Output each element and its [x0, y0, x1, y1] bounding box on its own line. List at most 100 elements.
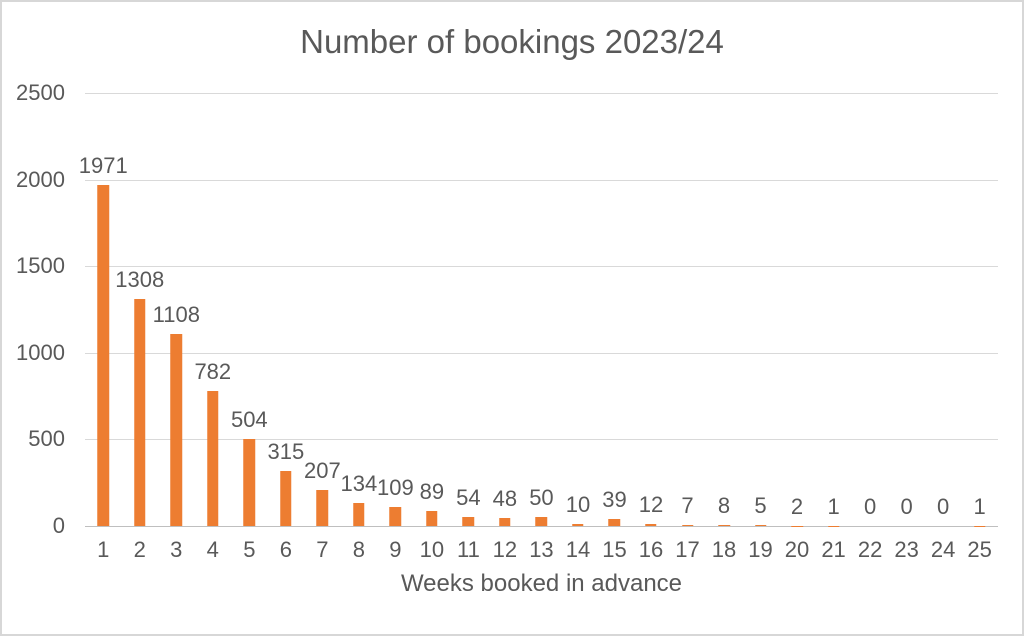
x-tick-label: 25: [967, 537, 992, 562]
bar-column: 5 19: [742, 93, 779, 561]
bar-column: 315 6: [267, 93, 305, 561]
bar: [718, 524, 730, 526]
bar-value-label: 1108: [152, 302, 200, 328]
x-tick-label: 6: [279, 537, 292, 562]
bar: [134, 299, 146, 526]
bar-value-label: 0: [936, 494, 950, 519]
bar-value-label: 1: [827, 493, 840, 519]
gridline: [85, 179, 998, 181]
bar-column: 0 22: [852, 93, 889, 561]
plot-area: 0 500 1000 1500 2000 2500 1971 1 1308 2 1108 3 782 4…: [16, 82, 998, 561]
bar-value-label: 50: [529, 485, 554, 511]
bar-column: 54 11: [450, 93, 487, 560]
gridline: [85, 266, 998, 268]
bar-value-label: 10: [565, 492, 591, 518]
x-tick-label: 21: [821, 537, 846, 562]
x-tick-label: 4: [206, 537, 219, 562]
bar: [608, 519, 621, 526]
bar-value-label: 207: [303, 458, 341, 484]
bar: [681, 524, 694, 526]
bar-column: 1971 1: [79, 93, 128, 560]
bar-column: 12 16: [633, 93, 670, 560]
x-tick-label: 1: [97, 537, 110, 562]
x-tick-label: 2: [133, 537, 146, 562]
bar-value-label: 504: [230, 406, 268, 432]
bar: [243, 438, 256, 526]
x-tick-label: 13: [529, 537, 554, 562]
y-tick-label: 2000: [16, 166, 65, 192]
bar-value-label: 5: [754, 493, 767, 519]
bar: [645, 523, 657, 526]
bar-column: 1 21: [815, 93, 852, 560]
bar-column: 782 4: [194, 93, 231, 560]
bar: [97, 184, 109, 526]
x-tick-label: 8: [352, 537, 365, 562]
gridline: [85, 352, 998, 354]
bar-value-label: 12: [638, 491, 664, 517]
bar-value-label: 2: [790, 493, 804, 519]
x-tick-label: 23: [894, 537, 919, 562]
x-tick-label: 16: [638, 537, 664, 562]
bar: [572, 524, 584, 526]
bar: [280, 471, 292, 526]
x-tick-label: 19: [748, 537, 773, 562]
x-tick-label: 24: [930, 537, 956, 562]
bar: [170, 334, 183, 526]
bar-column: 2 20: [779, 93, 816, 560]
x-axis-line: [85, 526, 998, 527]
x-tick-label: 12: [492, 537, 518, 562]
bar-value-label: 0: [863, 494, 877, 519]
bar-column: 7 17: [669, 93, 706, 560]
bar-value-label: 89: [419, 478, 445, 504]
x-tick-label: 14: [565, 537, 591, 562]
bar: [462, 516, 475, 526]
bar-value-label: 8: [717, 492, 731, 518]
bar-column: 10 14: [560, 93, 597, 561]
y-tick-label: 0: [52, 513, 65, 538]
bar: [499, 517, 511, 526]
bar-column: 39 15: [596, 93, 633, 561]
bar-column: 1308 2: [115, 93, 164, 561]
bar-value-label: 109: [377, 475, 414, 501]
bar-column: 0 24: [925, 93, 962, 561]
bar: [316, 490, 329, 526]
bar-value-label: 1: [973, 493, 986, 519]
x-tick-label: 9: [389, 537, 402, 562]
gridline: [85, 93, 998, 94]
bar-value-label: 7: [681, 492, 694, 518]
x-tick-label: 20: [784, 537, 810, 562]
bars-layer: 1971 1 1308 2 1108 3 782 4 504 5 315 6 207 7 134 8 109 9 8…: [79, 93, 998, 561]
y-tick-label: 1500: [16, 253, 65, 279]
bar-column: 1108 3: [153, 93, 200, 561]
y-tick-label: 2500: [16, 80, 65, 105]
chart-title: Number of bookings 2023/24: [300, 23, 724, 60]
bar-value-label: 315: [267, 439, 305, 465]
x-tick-label: 5: [243, 537, 256, 562]
bar: [353, 502, 365, 526]
bar: [426, 510, 438, 526]
bar-column: 89 10: [414, 93, 451, 560]
bar-value-label: 0: [900, 494, 913, 519]
bar-column: 0 23: [888, 93, 925, 561]
bar-column: 1 25: [961, 93, 998, 560]
bar-column: 134 8: [340, 93, 378, 560]
bar-column: 504 5: [230, 93, 268, 560]
bar-column: 207 7: [303, 93, 341, 561]
bar-column: 48 12: [487, 93, 524, 560]
x-tick-label: 10: [419, 537, 445, 562]
bar-value-label: 1308: [115, 267, 165, 293]
x-tick-label: 18: [711, 537, 737, 562]
bar-value-label: 134: [340, 470, 378, 496]
x-tick-label: 7: [316, 537, 329, 562]
bar: [754, 525, 767, 526]
bar-value-label: 39: [602, 487, 627, 513]
x-tick-label: 17: [675, 537, 700, 562]
x-tick-label: 15: [602, 537, 627, 562]
x-tick-label: 22: [857, 537, 883, 562]
bar: [535, 517, 548, 526]
x-axis-title: Weeks booked in advance: [400, 570, 683, 597]
x-tick-label: 11: [456, 537, 480, 562]
bar-column: 8 18: [706, 93, 743, 560]
bar: [207, 390, 219, 526]
bar-value-label: 48: [492, 485, 518, 511]
